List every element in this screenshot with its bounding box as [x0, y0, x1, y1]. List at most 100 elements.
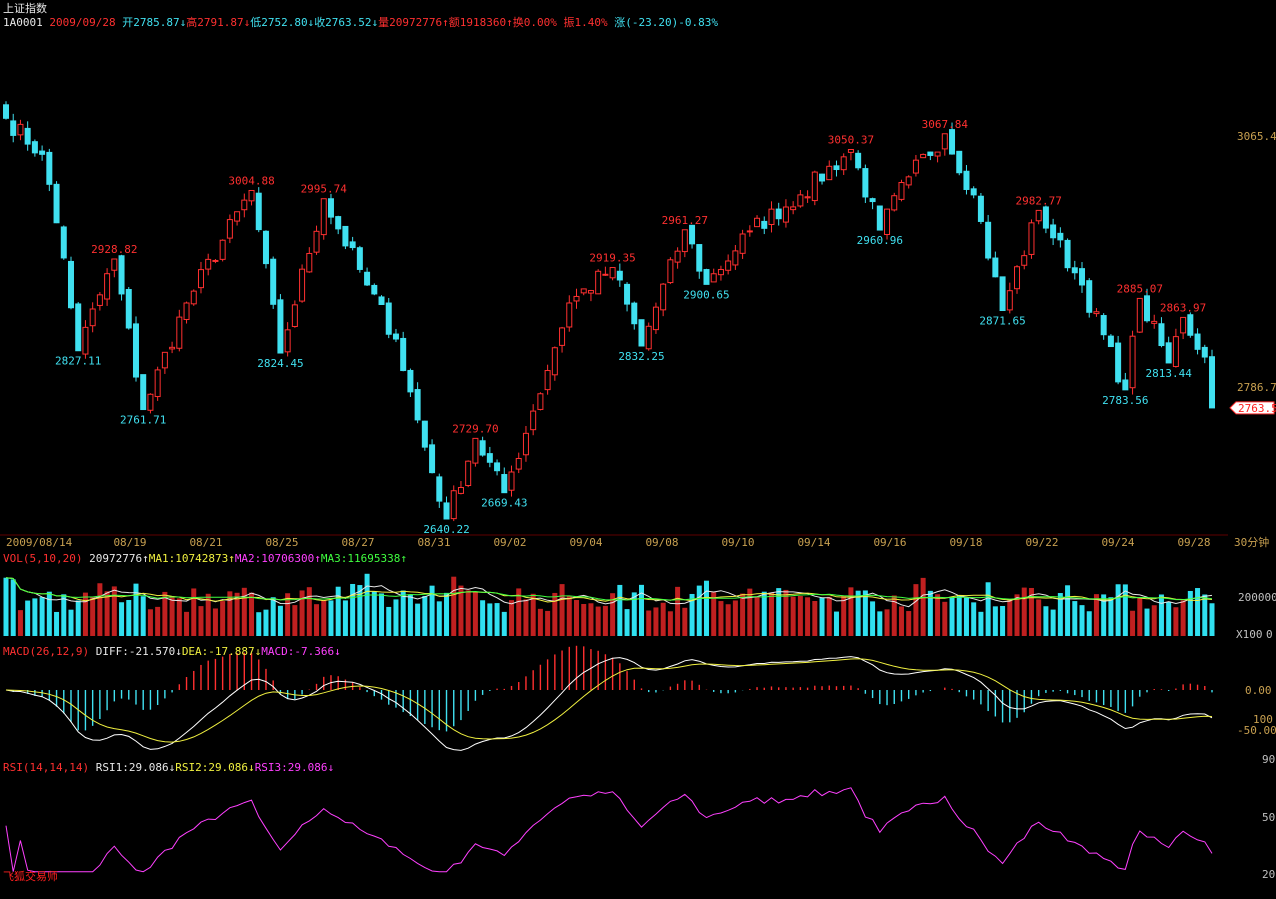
candle-body [703, 269, 710, 285]
volume-bar [458, 585, 464, 636]
candle-body [443, 502, 450, 520]
candle-body [17, 123, 24, 136]
volume-bar [1028, 587, 1034, 636]
candle-body [833, 165, 840, 171]
volume-bar [277, 605, 283, 636]
volume-bar [429, 585, 435, 636]
candle-body [313, 230, 320, 253]
candle-body [104, 273, 111, 300]
candle-body [270, 258, 277, 305]
candle-body [782, 206, 789, 223]
candle-body [674, 250, 681, 263]
candle-body [1209, 356, 1215, 409]
macd-line [5, 656, 1213, 751]
candle-body [508, 471, 515, 491]
candle-body [999, 276, 1006, 312]
volume-bar [400, 590, 406, 636]
volume-bar [797, 595, 803, 636]
candle-body [436, 476, 443, 502]
low-annotation: 2960.96 [857, 234, 903, 247]
volume-bar [299, 590, 305, 636]
candle-body [320, 198, 327, 236]
candle-body [934, 151, 941, 157]
candle-body [1172, 336, 1179, 368]
candle-body [920, 153, 927, 159]
volume-bar [1130, 610, 1136, 636]
candle-body [75, 303, 82, 352]
candle-body [1057, 232, 1064, 241]
volume-bar [54, 611, 60, 636]
macd-legend: MACD(26,12,9) DIFF:-21.570↓DEA:-17.887↓M… [3, 645, 341, 658]
candle-body [1107, 335, 1114, 348]
candle-body [884, 208, 891, 235]
volume-bar [841, 595, 847, 636]
volume-bar [1115, 584, 1121, 636]
candle-body [39, 150, 46, 155]
candle-body [176, 316, 183, 349]
volume-bar [364, 573, 370, 636]
rsi-line [5, 787, 1213, 873]
volume-bar [559, 584, 565, 636]
candle-body [602, 273, 609, 276]
volume-bar [10, 579, 16, 636]
volume-bar [140, 596, 146, 636]
volume-bar [234, 592, 240, 636]
volume-bar [595, 606, 601, 636]
candle-body [465, 460, 472, 487]
volume-bar [285, 593, 291, 636]
volume-bar [350, 583, 356, 636]
volume-bar [884, 609, 890, 636]
volume-bar [1158, 594, 1164, 636]
candle-body [551, 347, 558, 376]
volume-bar [39, 597, 45, 636]
rsi-legend: RSI(14,14,14) RSI1:29.086↓RSI2:29.086↓RS… [3, 761, 334, 774]
volume-bar [32, 598, 38, 636]
candle-body [624, 283, 631, 305]
candle-body [248, 189, 255, 202]
volume-unit: X100 [1236, 628, 1263, 641]
candle-body [912, 159, 919, 174]
volume-bar [617, 584, 623, 636]
candle-body [530, 410, 537, 431]
high-annotation: 2982.77 [1016, 194, 1062, 207]
volume-bar [46, 591, 52, 636]
volume-indicator-name: VOL(5,10,20) [3, 552, 83, 565]
volume-bar [523, 599, 529, 636]
candle-body [725, 260, 732, 271]
volume-bar [725, 604, 731, 636]
candle-body [111, 258, 118, 271]
volume-bar [552, 592, 558, 636]
candle-body [241, 199, 248, 211]
volume-bar [444, 592, 450, 636]
price-axis-tick: 2786.7 [1237, 381, 1276, 394]
candle-body [1136, 297, 1143, 333]
candle-body [898, 182, 905, 200]
low-annotation: 2813.44 [1145, 367, 1192, 380]
volume-bar [451, 576, 457, 636]
volume-ma1: MA1:10742873↑ [148, 552, 235, 565]
volume-bar [877, 611, 883, 636]
last-price-label: 2763.5 [1238, 402, 1276, 415]
candle-body [739, 233, 746, 254]
volume-bar [1050, 609, 1056, 636]
candle-body [494, 462, 501, 472]
candle-body [573, 295, 580, 302]
candle-body [891, 195, 898, 211]
high-annotation: 2885.07 [1117, 282, 1163, 295]
rsi-value-1: RSI1:29.086↓ [95, 761, 176, 774]
volume-ma2: MA2:10706300↑ [234, 552, 321, 565]
volume-bar [732, 600, 738, 636]
candle-body [645, 325, 652, 350]
candle-body [580, 288, 587, 294]
macd-axis-tick: 100 [1253, 713, 1273, 726]
volume-bar [1079, 605, 1085, 636]
volume-bar [949, 596, 955, 636]
candle-body [595, 270, 602, 295]
volume-bar [566, 596, 572, 636]
candle-body [710, 273, 717, 283]
last-price-tag [1229, 401, 1275, 415]
candle-body [667, 259, 674, 284]
volume-bar [436, 601, 442, 636]
volume-bar [768, 592, 774, 636]
